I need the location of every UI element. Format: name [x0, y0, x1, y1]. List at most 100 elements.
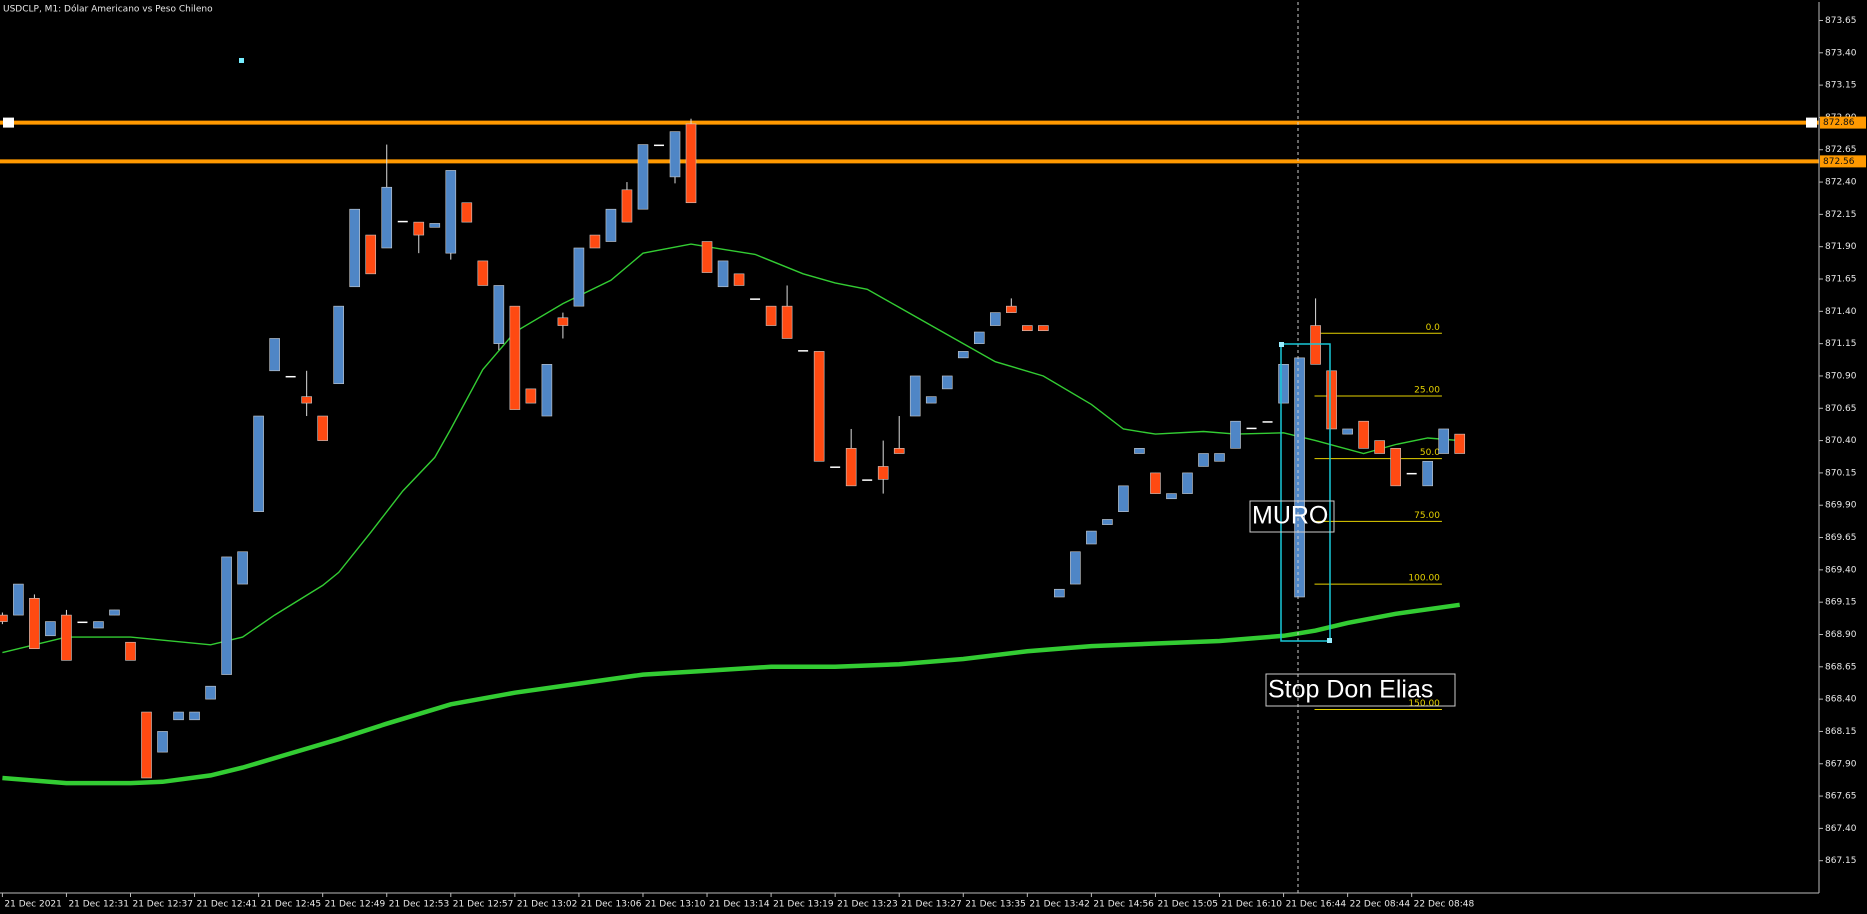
candle-body: [29, 597, 40, 650]
x-tick-label: 21 Dec 13:14: [709, 900, 770, 910]
x-tick-label: 21 Dec 12:31: [68, 900, 129, 910]
y-tick-label: 872.65: [1825, 145, 1857, 155]
candle-body: [221, 556, 232, 675]
candle-body: [1374, 440, 1385, 454]
moving-average: [2, 243, 1460, 654]
y-tick-label: 871.15: [1825, 339, 1857, 349]
candle-body: [605, 208, 617, 242]
candle-body: [589, 234, 601, 249]
plot-layer: 873.65873.40873.15872.90872.65872.40872.…: [0, 16, 1866, 910]
candle-body: [253, 415, 264, 512]
fibo-label: 25.00: [1414, 385, 1440, 395]
candle-body: [1358, 420, 1369, 449]
x-tick-label: 21 Dec 12:49: [325, 900, 386, 910]
candle-body: [989, 312, 1001, 326]
y-tick-label: 867.15: [1825, 856, 1857, 866]
candle-body: [45, 621, 56, 637]
x-tick-label: 21 Dec 13:27: [901, 900, 962, 910]
candle-body: [525, 388, 537, 404]
candle-body: [237, 551, 248, 585]
candle-body: [269, 338, 280, 372]
x-tick-label: 22 Dec 08:48: [1414, 900, 1475, 910]
candle-body: [637, 144, 649, 210]
y-tick-label: 868.40: [1825, 695, 1857, 705]
chart-title: USDCLP, M1: Dólar Americano vs Peso Chil…: [3, 4, 213, 15]
candle-body: [1182, 472, 1193, 494]
candle-body: [1118, 485, 1129, 512]
y-tick-label: 872.15: [1825, 210, 1857, 220]
candle-body: [1454, 433, 1466, 454]
y-tick-label: 869.40: [1825, 565, 1857, 575]
y-tick-label: 871.65: [1825, 275, 1857, 285]
candle-body: [1246, 427, 1257, 430]
x-tick-label: 21 Dec 12:53: [389, 900, 450, 910]
y-tick-label: 871.90: [1825, 242, 1857, 252]
candle-body: [862, 479, 873, 481]
candle-body: [509, 305, 521, 410]
marker: [239, 58, 244, 63]
candle-body: [445, 170, 457, 254]
moving-average: [2, 602, 1461, 786]
y-tick-label: 870.15: [1825, 468, 1857, 478]
handle[interactable]: [1327, 638, 1332, 643]
price-label: 872.86: [1823, 118, 1855, 128]
candle-body: [1166, 493, 1177, 500]
y-tick-label: 869.15: [1825, 598, 1857, 608]
x-tick-label: 21 Dec 13:42: [1029, 900, 1090, 910]
y-tick-label: 873.15: [1825, 81, 1857, 91]
candle-body: [173, 711, 184, 721]
annotation[interactable]: Stop Don Elias: [1268, 676, 1433, 704]
candle-body: [573, 247, 585, 307]
candle-body: [1150, 472, 1161, 494]
y-tick-label: 869.65: [1825, 533, 1857, 543]
candle-body: [765, 305, 777, 326]
candle-body: [557, 317, 569, 326]
x-tick-label: 21 Dec 12:41: [197, 900, 258, 910]
candle-body: [1102, 519, 1113, 525]
x-tick-label: 21 Dec 13:06: [581, 900, 642, 910]
price-label-bg: [1820, 155, 1866, 168]
candle-body: [365, 234, 377, 275]
annotation[interactable]: MURO: [1252, 502, 1328, 530]
y-tick-label: 870.90: [1825, 371, 1857, 381]
x-tick-label: 21 Dec 14:56: [1093, 900, 1154, 910]
candle-body: [77, 621, 88, 624]
x-tick-label: 21 Dec 13:23: [837, 900, 898, 910]
candle-body: [0, 614, 8, 622]
handle[interactable]: [1279, 342, 1284, 347]
x-tick-label: 21 Dec 12:45: [261, 900, 322, 910]
x-tick-label: 21 Dec 15:05: [1157, 900, 1218, 910]
candle-body: [1006, 305, 1017, 313]
candle-body: [461, 202, 473, 223]
fibo-label: 50.0: [1420, 448, 1440, 458]
candle-body: [621, 189, 633, 223]
y-tick-label: 868.90: [1825, 630, 1857, 640]
candle-body: [61, 614, 72, 661]
x-tick-label: 21 Dec 13:19: [773, 900, 834, 910]
candle-body: [541, 364, 553, 417]
candle-body: [685, 123, 697, 204]
y-tick-label: 873.40: [1825, 48, 1857, 58]
candle-body: [93, 621, 104, 629]
x-tick-label: 21 Dec 13:35: [965, 900, 1026, 910]
candle-body: [877, 466, 889, 480]
line-handle: [1806, 117, 1817, 128]
candle-body: [701, 241, 713, 273]
x-tick-label: 21 Dec 13:10: [645, 900, 706, 910]
y-tick-label: 868.15: [1825, 727, 1857, 737]
y-tick-label: 873.65: [1825, 16, 1857, 26]
y-tick-label: 867.65: [1825, 792, 1857, 802]
x-tick-label: 21 Dec 13:02: [517, 900, 578, 910]
candle-body: [1438, 428, 1450, 454]
candle-body: [1038, 325, 1049, 332]
candle-body: [381, 186, 393, 249]
fibo-label: 0.0: [1426, 323, 1441, 333]
y-tick-label: 870.40: [1825, 436, 1857, 446]
candle-body: [1086, 530, 1097, 545]
fibo-label: 75.00: [1414, 511, 1440, 521]
selection-rectangle[interactable]: [1280, 343, 1331, 642]
candle-body: [973, 331, 985, 344]
fibo-label: 150.00: [1408, 699, 1440, 709]
annotation-box: [1265, 673, 1456, 707]
